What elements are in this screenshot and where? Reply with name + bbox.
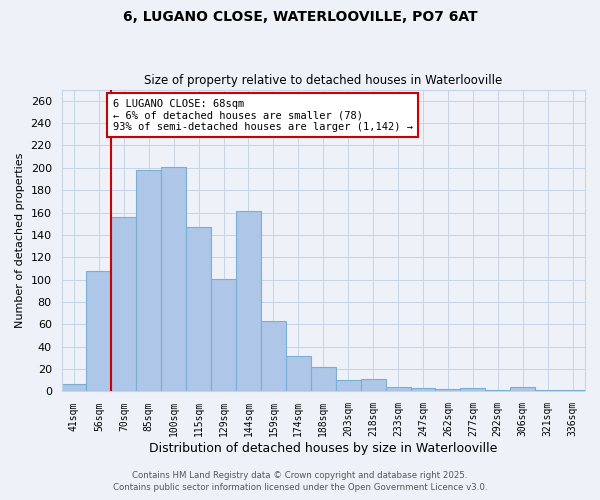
Bar [62, 384, 86, 392]
Bar [410, 388, 436, 392]
Bar [386, 387, 410, 392]
Bar [236, 212, 261, 392]
Bar [361, 379, 386, 392]
Text: 6 LUGANO CLOSE: 68sqm
← 6% of detached houses are smaller (78)
93% of semi-detac: 6 LUGANO CLOSE: 68sqm ← 6% of detached h… [113, 98, 413, 132]
Text: 6, LUGANO CLOSE, WATERLOOVILLE, PO7 6AT: 6, LUGANO CLOSE, WATERLOOVILLE, PO7 6AT [122, 10, 478, 24]
Bar [436, 389, 460, 392]
Text: Contains HM Land Registry data © Crown copyright and database right 2025.
Contai: Contains HM Land Registry data © Crown c… [113, 471, 487, 492]
Bar [485, 390, 510, 392]
Bar [535, 390, 560, 392]
Title: Size of property relative to detached houses in Waterlooville: Size of property relative to detached ho… [144, 74, 502, 87]
Bar [211, 278, 236, 392]
Bar [136, 170, 161, 392]
Bar [336, 380, 361, 392]
X-axis label: Distribution of detached houses by size in Waterlooville: Distribution of detached houses by size … [149, 442, 497, 455]
Bar [186, 227, 211, 392]
Bar [161, 166, 186, 392]
Bar [286, 356, 311, 392]
Bar [460, 388, 485, 392]
Bar [510, 387, 535, 392]
Bar [261, 321, 286, 392]
Bar [311, 367, 336, 392]
Bar [86, 270, 112, 392]
Y-axis label: Number of detached properties: Number of detached properties [15, 153, 25, 328]
Bar [112, 217, 136, 392]
Bar [560, 390, 585, 392]
